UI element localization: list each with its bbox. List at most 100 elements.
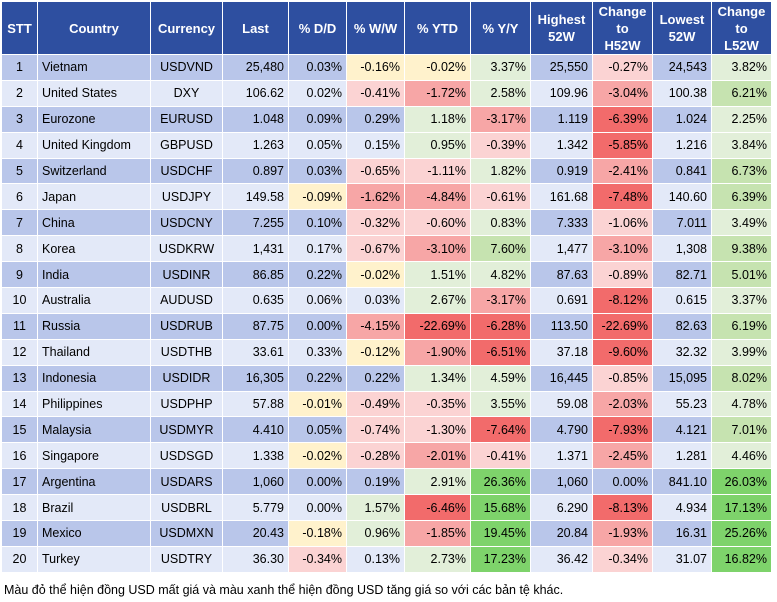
cell-ytd: -0.02% (404, 54, 471, 81)
cell-stt: 19 (1, 520, 38, 547)
cell-high: 113.50 (530, 312, 593, 340)
table-row: 1 Vietnam USDVND 25,480 0.03% -0.16% -0.02% 3.3… (1, 54, 772, 81)
cell-chl: 3.49% (711, 209, 772, 237)
cell-yy: -0.61% (470, 183, 531, 211)
cell-dd: 0.17% (288, 235, 347, 263)
cell-chh: -2.03% (592, 390, 653, 418)
cell-yy: 26.36% (470, 468, 531, 496)
cell-stt: 1 (1, 54, 38, 81)
cell-chh: -0.34% (592, 545, 653, 573)
cell-low: 24,543 (652, 54, 712, 81)
cell-high: 59.08 (530, 390, 593, 418)
header-currency: Currency (150, 1, 223, 55)
cell-yy: 19.45% (470, 520, 531, 547)
cell-chl: 26.03% (711, 468, 772, 496)
cell-country: Brazil (37, 494, 151, 522)
cell-ytd: -1.30% (404, 416, 471, 444)
cell-ww: -0.16% (346, 54, 405, 81)
cell-low: 1,308 (652, 235, 712, 263)
cell-country: Switzerland (37, 157, 151, 185)
cell-country: Russia (37, 312, 151, 340)
cell-chl: 5.01% (711, 261, 772, 289)
cell-chl: 2.25% (711, 105, 772, 133)
table-header: STT Country Currency Last % D/D % W/W % … (1, 1, 772, 55)
cell-ytd: -6.46% (404, 494, 471, 522)
cell-high: 1.119 (530, 105, 593, 133)
cell-yy: 17.23% (470, 545, 531, 573)
cell-stt: 8 (1, 235, 38, 263)
cell-currency: USDCNY (150, 209, 223, 237)
cell-chl: 6.39% (711, 183, 772, 211)
cell-dd: -0.34% (288, 545, 347, 573)
cell-chh: -2.41% (592, 157, 653, 185)
cell-low: 4.121 (652, 416, 712, 444)
cell-yy: 3.55% (470, 390, 531, 418)
header-change-l52w: Change to L52W (711, 1, 772, 55)
cell-chh: -8.12% (592, 287, 653, 314)
cell-low: 16.31 (652, 520, 712, 547)
cell-currency: USDVND (150, 54, 223, 81)
cell-low: 82.63 (652, 312, 712, 340)
cell-low: 1.281 (652, 442, 712, 470)
cell-ytd: -22.69% (404, 312, 471, 340)
cell-chl: 3.99% (711, 338, 772, 366)
header-stt: STT (1, 1, 38, 55)
header-ytd: % YTD (404, 1, 471, 55)
cell-chh: -22.69% (592, 312, 653, 340)
table-row: 5 Switzerland USDCHF 0.897 0.03% -0.65% -1.11%… (1, 157, 772, 185)
cell-yy: -6.51% (470, 338, 531, 366)
cell-ww: 0.13% (346, 545, 405, 573)
cell-high: 0.919 (530, 157, 593, 185)
header-ww: % W/W (346, 1, 405, 55)
cell-chl: 6.19% (711, 312, 772, 340)
cell-chh: -1.93% (592, 520, 653, 547)
header-last: Last (222, 1, 289, 55)
cell-chh: -0.85% (592, 364, 653, 392)
cell-ytd: -1.11% (404, 157, 471, 185)
cell-last: 106.62 (222, 79, 289, 107)
cell-currency: USDINR (150, 261, 223, 289)
cell-chh: -7.48% (592, 183, 653, 211)
cell-dd: 0.22% (288, 261, 347, 289)
cell-dd: -0.01% (288, 390, 347, 418)
table-row: 8 Korea USDKRW 1,431 0.17% -0.67% -3.10% 7.60% 1… (1, 235, 772, 263)
cell-ww: 0.19% (346, 468, 405, 496)
cell-yy: 2.58% (470, 79, 531, 107)
cell-currency: USDCHF (150, 157, 223, 185)
cell-currency: USDJPY (150, 183, 223, 211)
cell-ytd: 2.73% (404, 545, 471, 573)
cell-yy: 15.68% (470, 494, 531, 522)
cell-ww: 1.57% (346, 494, 405, 522)
cell-last: 149.58 (222, 183, 289, 211)
cell-dd: 0.05% (288, 416, 347, 444)
cell-low: 841.10 (652, 468, 712, 496)
cell-ww: -0.41% (346, 79, 405, 107)
cell-dd: 0.10% (288, 209, 347, 237)
cell-ytd: -3.10% (404, 235, 471, 263)
cell-high: 4.790 (530, 416, 593, 444)
cell-high: 161.68 (530, 183, 593, 211)
cell-low: 4.934 (652, 494, 712, 522)
cell-low: 1.024 (652, 105, 712, 133)
cell-dd: 0.06% (288, 287, 347, 314)
cell-yy: 1.82% (470, 157, 531, 185)
cell-chl: 4.46% (711, 442, 772, 470)
cell-dd: -0.09% (288, 183, 347, 211)
cell-high: 1,060 (530, 468, 593, 496)
cell-ytd: -1.90% (404, 338, 471, 366)
header-highest-52w: Highest 52W (530, 1, 593, 55)
cell-yy: -0.39% (470, 131, 531, 159)
cell-currency: AUDUSD (150, 287, 223, 314)
cell-low: 0.841 (652, 157, 712, 185)
cell-last: 86.85 (222, 261, 289, 289)
cell-last: 1,060 (222, 468, 289, 496)
cell-ytd: 2.91% (404, 468, 471, 496)
cell-stt: 14 (1, 390, 38, 418)
cell-chh: -0.89% (592, 261, 653, 289)
cell-dd: -0.02% (288, 442, 347, 470)
cell-low: 31.07 (652, 545, 712, 573)
cell-ytd: -0.35% (404, 390, 471, 418)
cell-currency: USDARS (150, 468, 223, 496)
cell-low: 32.32 (652, 338, 712, 366)
cell-ww: -0.02% (346, 261, 405, 289)
